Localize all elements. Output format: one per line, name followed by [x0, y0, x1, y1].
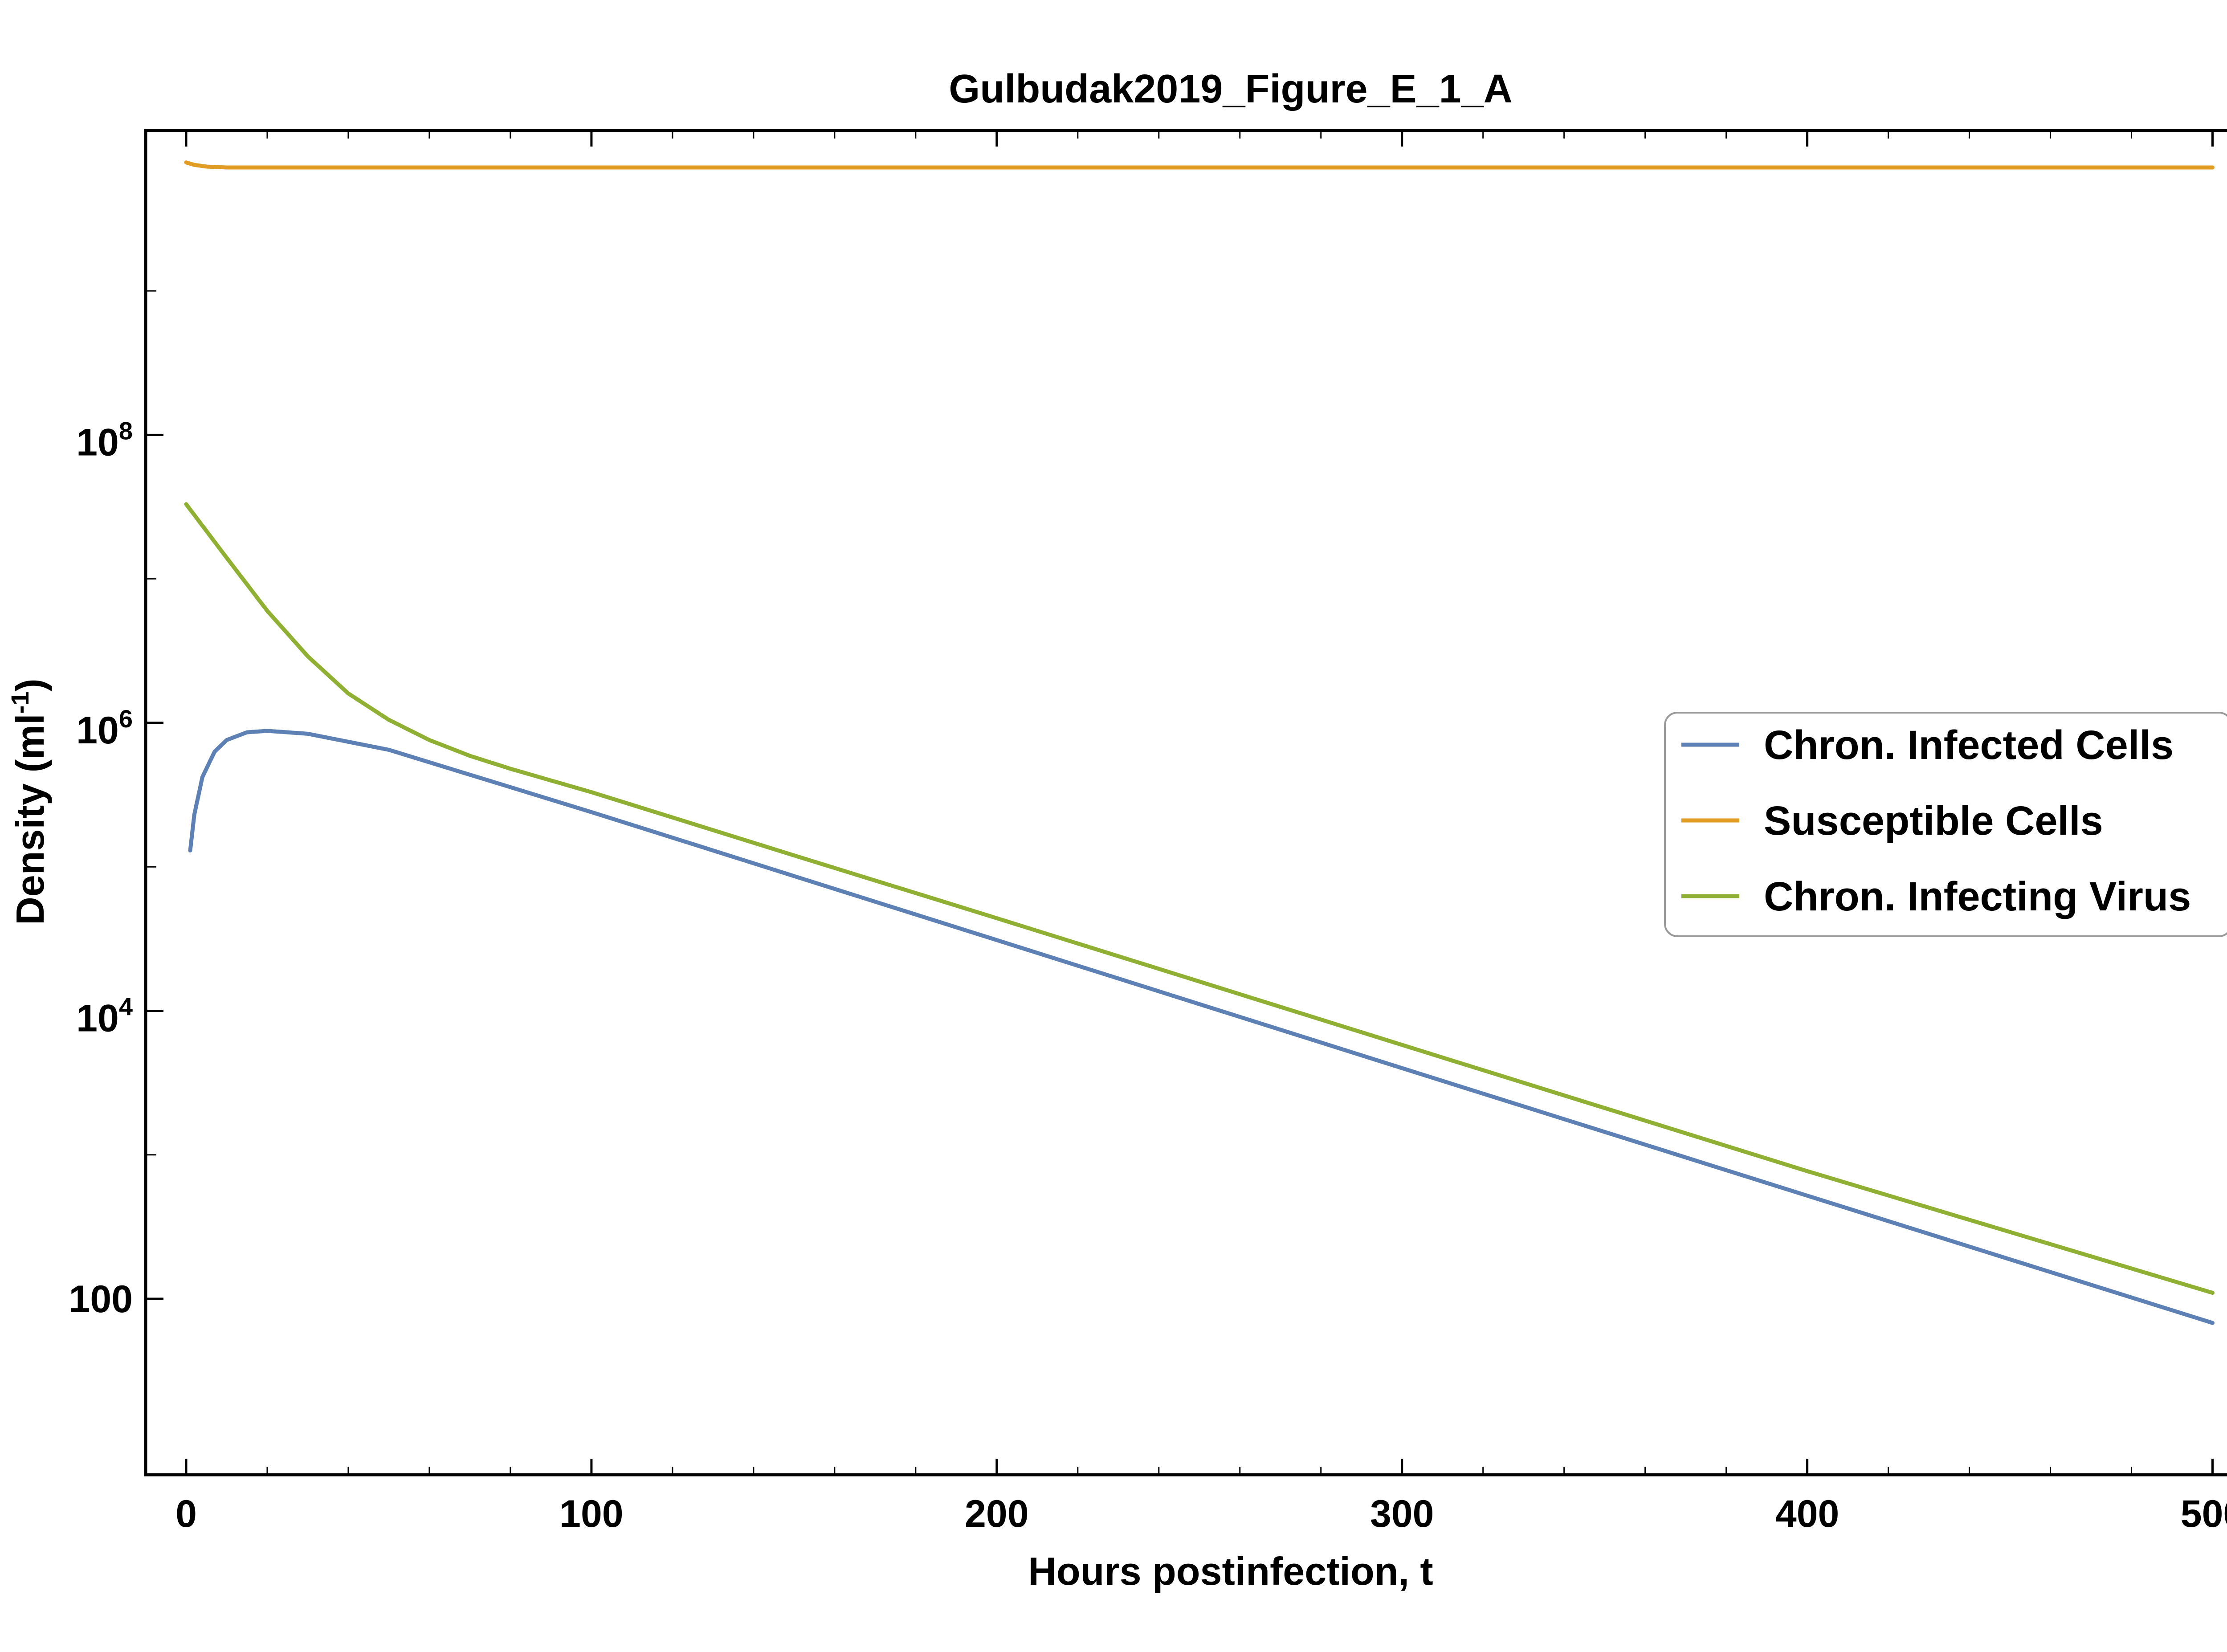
y-axis-label-sup: -1 [6, 692, 34, 714]
y-tick-label-exponent: 4 [119, 992, 133, 1020]
plot-frame [144, 129, 2227, 1477]
y-tick-label-base: 10 [76, 709, 119, 752]
chart-title: Gulbudak2019_Figure_E_1_A [949, 67, 1513, 111]
series-line-1 [184, 160, 2215, 170]
y-tick-label: 104 [76, 992, 133, 1040]
legend-box [1664, 712, 2227, 937]
y-tick-label: 100 [69, 1278, 133, 1321]
y-tick-label-base: 10 [76, 997, 119, 1040]
y-axis-label-main: Density (ml [8, 714, 52, 925]
x-tick-label: 100 [559, 1493, 624, 1535]
x-tick-label: 200 [965, 1493, 1029, 1535]
x-tick-label: 400 [1775, 1493, 1840, 1535]
y-tick-label: 106 [76, 705, 133, 752]
legend-label: Chron. Infecting Virus [1764, 874, 2191, 919]
y-tick-label-base: 100 [69, 1278, 133, 1321]
x-tick-label: 0 [175, 1493, 197, 1535]
y-axis-label-close: ) [8, 678, 52, 691]
series-line-0 [188, 729, 2215, 1325]
series-line-2 [184, 502, 2215, 1295]
legend-label: Chron. Infected Cells [1764, 722, 2174, 768]
y-tick-label: 108 [76, 416, 133, 464]
y-axis-label: Density (ml-1) [6, 678, 52, 925]
x-axis-ticks: 0 100 200 300 400 500 [175, 131, 2227, 1535]
x-tick-label: 500 [2181, 1493, 2227, 1535]
y-tick-label-exponent: 6 [119, 705, 133, 733]
x-tick-label: 300 [1370, 1493, 1434, 1535]
legend-label: Susceptible Cells [1764, 798, 2103, 844]
series-layer [184, 160, 2215, 1325]
legend: Chron. Infected Cells Susceptible Cells Ch… [1664, 712, 2227, 937]
x-axis-label: Hours postinfection, t [1028, 1549, 1433, 1593]
y-tick-label-exponent: 8 [119, 416, 133, 445]
y-tick-label-base: 10 [76, 421, 119, 464]
